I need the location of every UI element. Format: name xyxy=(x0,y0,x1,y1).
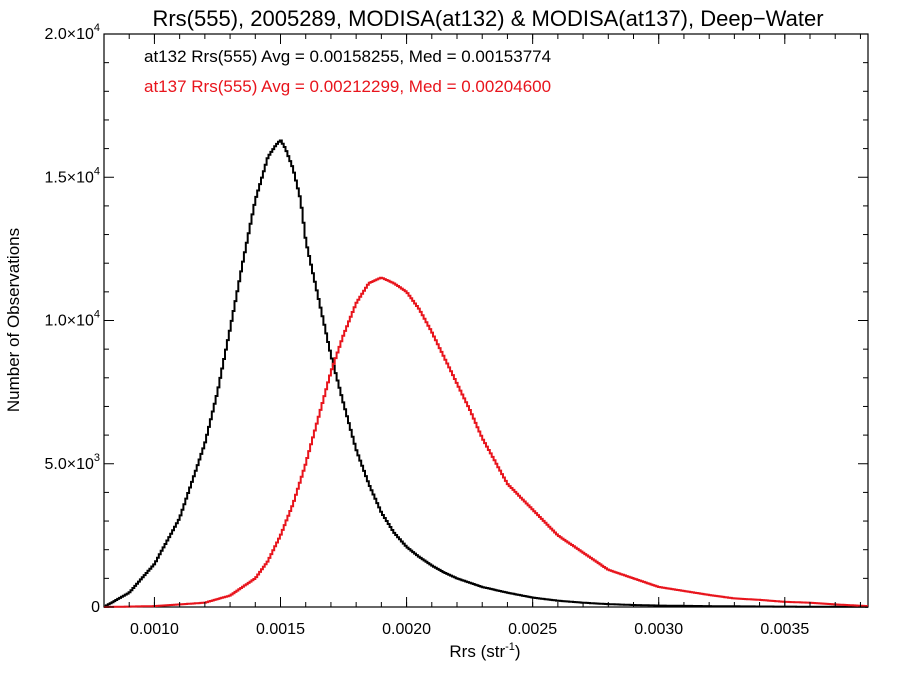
y-tick-label: 1.5×104 xyxy=(44,165,100,186)
x-tick-label: 0.0035 xyxy=(760,621,809,638)
chart-title: Rrs(555), 2005289, MODISA(at132) & MODIS… xyxy=(152,6,823,31)
x-axis-label-close: ) xyxy=(515,642,521,661)
x-tick-label: 0.0020 xyxy=(382,621,431,638)
plot-frame xyxy=(103,33,869,608)
x-tick-label: 0.0010 xyxy=(130,621,179,638)
y-axis-label: Number of Observations xyxy=(4,228,23,412)
x-tick-label: 0.0015 xyxy=(256,621,305,638)
x-axis-label: Rrs (str-1) xyxy=(449,641,520,661)
series-line-at132 xyxy=(104,139,868,608)
series-line-at137 xyxy=(104,276,868,608)
y-tick-label: 1.0×104 xyxy=(44,309,100,330)
x-tick-label: 0.0030 xyxy=(634,621,683,638)
legend: at132 Rrs(555) Avg = 0.00158255, Med = 0… xyxy=(144,47,551,96)
x-tick-label: 0.0025 xyxy=(508,621,557,638)
x-axis-label-superscript: -1 xyxy=(505,641,515,653)
axes: 0.0010 0.0015 0.0020 0.0025 0.0030 0.0035 0 5.0… xyxy=(44,22,868,638)
series-stats-label-at137: at137 Rrs(555) Avg = 0.00212299, Med = 0… xyxy=(144,77,551,96)
y-tick-label: 0 xyxy=(91,599,100,616)
series-layer xyxy=(104,139,868,608)
y-tick-label: 2.0×104 xyxy=(44,22,100,43)
x-axis-label-main: Rrs (str xyxy=(449,642,505,661)
plot-area xyxy=(103,33,869,608)
y-tick-label: 5.0×103 xyxy=(44,452,100,473)
series-stats-label-at132: at132 Rrs(555) Avg = 0.00158255, Med = 0… xyxy=(144,47,551,66)
